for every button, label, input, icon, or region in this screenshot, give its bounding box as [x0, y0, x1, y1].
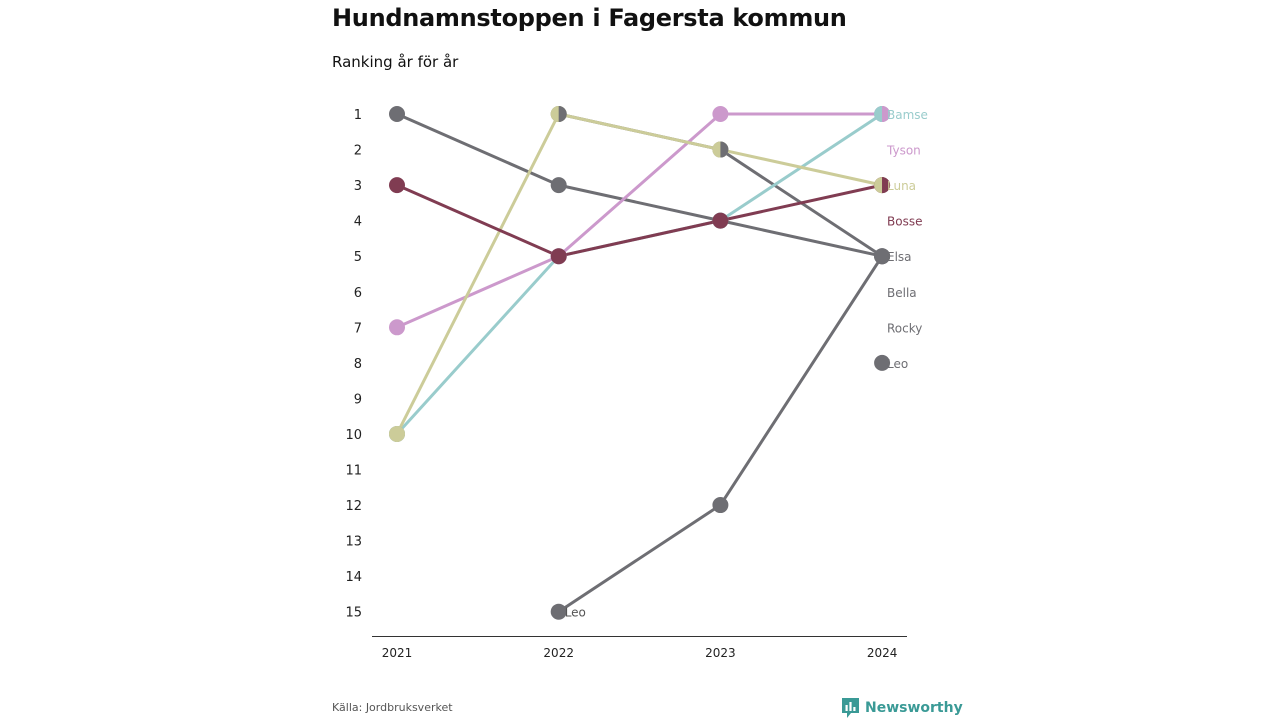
brand-logo: Newsworthy [842, 698, 963, 718]
x-tick-label: 2023 [705, 646, 736, 660]
series-line-bella [557, 112, 884, 258]
data-point-bosse [712, 212, 729, 229]
split-marker-right [720, 141, 729, 158]
series-line-elsa [395, 112, 884, 258]
y-tick-label: 14 [345, 570, 362, 585]
x-tick-label: 2021 [382, 646, 413, 660]
split-marker-right [558, 106, 567, 122]
data-point-tyson [712, 106, 729, 122]
newsworthy-logo-icon [842, 698, 859, 718]
data-point-elsa [389, 106, 405, 122]
series-lines [395, 112, 884, 614]
y-tick-label: 11 [345, 464, 362, 479]
y-tick-label: 3 [354, 179, 362, 194]
annotations: Leo [565, 606, 586, 620]
source-note: Källa: Jordbruksverket [332, 701, 453, 714]
split-marker-right [882, 177, 891, 194]
y-tick-label: 1 [354, 108, 362, 123]
end-label-bamse: Bamse [887, 108, 928, 122]
y-tick-label: 9 [354, 392, 362, 407]
end-label-bella: Bella [887, 286, 917, 300]
data-point-extra [874, 354, 891, 371]
series-points [389, 106, 891, 620]
y-tick-label: 7 [354, 321, 362, 336]
series-line-tyson [395, 112, 884, 329]
split-marker-left [874, 177, 883, 194]
y-tick-label: 5 [354, 250, 362, 265]
y-tick-label: 8 [354, 357, 362, 372]
y-tick-label: 12 [345, 499, 362, 514]
brand-name: Newsworthy [865, 700, 963, 716]
series-line-leo [557, 254, 884, 614]
data-point-leo [712, 497, 729, 514]
data-point-tyson [389, 319, 405, 336]
data-point-leo [550, 603, 567, 620]
end-label-leo: Leo [887, 357, 908, 371]
chart-subtitle: Ranking år för år [332, 53, 459, 71]
end-label-bosse: Bosse [887, 215, 922, 229]
series-line-luna [395, 112, 884, 436]
data-point-luna [389, 425, 405, 442]
y-tick-label: 10 [345, 428, 362, 443]
data-point-leo [874, 248, 891, 265]
y-tick-label: 13 [345, 535, 362, 550]
end-label-luna: Luna [887, 179, 916, 193]
annotation-label: Leo [565, 606, 586, 620]
y-tick-label: 4 [354, 215, 362, 230]
split-marker-left [874, 106, 883, 122]
y-tick-label: 6 [354, 286, 362, 301]
data-point-bosse [389, 177, 405, 194]
end-labels: Bamse Tyson Luna Bosse Elsa Bella Rocky Leo [886, 108, 928, 371]
end-label-rocky: Rocky [887, 321, 922, 335]
split-marker-left [550, 106, 559, 122]
series-line-bosse [395, 183, 884, 258]
x-tick-label: 2024 [867, 646, 898, 660]
end-label-elsa: Elsa [887, 250, 912, 264]
x-tick-label: 2022 [543, 646, 574, 660]
x-axis: 2021 2022 2023 2024 [372, 636, 907, 660]
y-tick-label: 2 [354, 144, 362, 159]
chart-title: Hundnamnstoppen i Fagersta kommun [332, 4, 847, 32]
series-line-bamse [395, 112, 884, 436]
split-marker-right [882, 106, 891, 122]
y-tick-label: 15 [345, 606, 362, 621]
end-label-tyson: Tyson [886, 144, 921, 158]
split-marker-left [712, 141, 721, 158]
data-point-bosse [550, 248, 567, 265]
data-point-elsa [550, 177, 567, 194]
